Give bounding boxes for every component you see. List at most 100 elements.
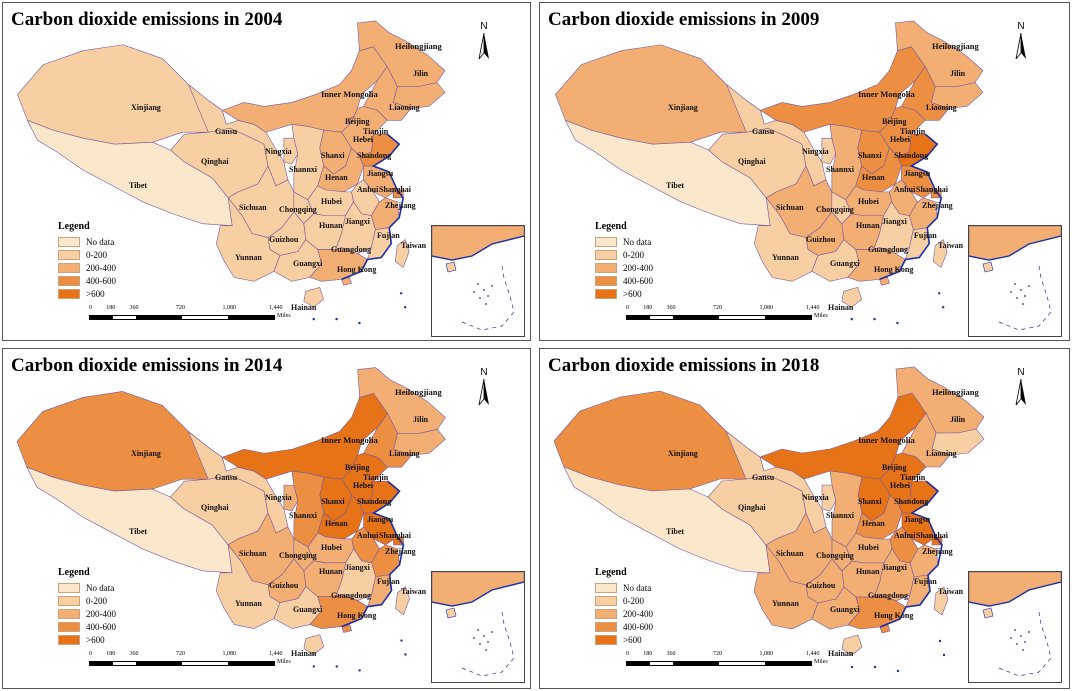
scale-segment <box>719 316 765 319</box>
province-label: Fujian <box>914 577 937 586</box>
province-label: Chongqing <box>816 205 854 214</box>
legend-label: >600 <box>86 634 105 645</box>
scale-tick-label: 720 <box>176 651 185 657</box>
province-label: Taiwan <box>938 587 964 596</box>
province-label: Henan <box>862 173 885 182</box>
province-label: Sichuan <box>239 203 267 212</box>
island-mark <box>312 317 315 321</box>
scale-segment <box>90 316 113 319</box>
province-yunnan <box>753 196 819 282</box>
province-label: Qinghai <box>738 503 766 512</box>
province-label: Tibet <box>666 527 685 536</box>
province-label: Shannxi <box>289 511 318 520</box>
north-label: N <box>480 367 488 378</box>
province-label: Shanghai <box>916 185 949 194</box>
inset-map <box>969 572 1061 677</box>
north-label: N <box>1017 367 1025 378</box>
province-label: Tibet <box>129 181 148 190</box>
coastline <box>341 133 405 281</box>
legend-label: No data <box>86 582 115 593</box>
province-label: Liaoning <box>389 103 420 112</box>
legend-item: 0-200 <box>58 248 116 261</box>
province-label: Chongqing <box>279 205 317 214</box>
province-label: Zhejiang <box>385 547 416 556</box>
province-label: Jiangxi <box>882 563 907 572</box>
province-label: Taiwan <box>938 241 964 250</box>
province-label: Xinjiang <box>668 103 698 112</box>
scale-tick-label: 1,440 <box>806 305 820 311</box>
legend-label: 400-600 <box>623 275 653 286</box>
scale-segment <box>673 662 719 665</box>
scale-segment <box>650 662 673 665</box>
scale-tick-label: 720 <box>176 305 185 311</box>
legend-title: Legend <box>58 221 90 232</box>
scale-track <box>626 661 812 666</box>
south-china-sea-inset <box>968 225 1062 337</box>
legend-swatch <box>58 595 80 606</box>
province-label: Hebei <box>353 481 373 490</box>
province-label: Shandong <box>894 497 929 506</box>
province-hainan <box>841 634 863 656</box>
scale-segment <box>113 316 136 319</box>
province-label: Guizhou <box>806 581 836 590</box>
province-label: Shannxi <box>289 165 318 174</box>
scale-tick-label: 1,440 <box>269 651 283 657</box>
legend-label: 400-600 <box>86 275 116 286</box>
legend-item: No data <box>58 235 116 248</box>
legend-item: 200-400 <box>595 261 653 274</box>
legend-item: No data <box>595 235 653 248</box>
legend-swatch <box>58 608 80 619</box>
scale-bar: 0 180 360 720 1,080 1,440 Miles <box>89 305 329 329</box>
legend-item: No data <box>595 581 653 594</box>
province-label: Heilongjiang <box>932 41 979 51</box>
province-label: Guizhou <box>269 581 299 590</box>
island-mark <box>358 669 361 672</box>
province-label: Liaoning <box>389 449 420 458</box>
scale-unit: Miles <box>814 659 828 665</box>
province-label: Qinghai <box>201 503 229 512</box>
island-mark <box>403 306 407 309</box>
map-panel: Xinjiang Tibet Qinghai Gansu Inner Mongolia H… <box>539 2 1070 341</box>
province-ningxia <box>283 137 299 165</box>
coastline <box>879 480 943 628</box>
province-label: Ningxia <box>265 147 292 156</box>
legend-label: 400-600 <box>623 621 653 632</box>
legend-swatch <box>58 288 80 299</box>
scale-segment <box>627 662 650 665</box>
province-label: Hong Kong <box>874 611 914 620</box>
province-label: Hubei <box>858 197 879 206</box>
province-label: Shannxi <box>826 165 855 174</box>
province-label: Shanghai <box>379 531 412 540</box>
province-label: Tianjin <box>363 473 389 482</box>
province-label: Hubei <box>321 543 342 552</box>
legend: Legend No data 0-200 200-400 400-600 >600 <box>595 221 653 300</box>
island-mark <box>941 306 945 309</box>
scale-tick-label: 1,080 <box>222 651 237 657</box>
province-label: Liaoning <box>926 103 957 112</box>
province-label: Beijing <box>345 117 370 126</box>
province-yunnan <box>215 196 281 282</box>
province-label: Shanxi <box>321 497 345 506</box>
province-ningxia <box>821 484 837 512</box>
south-china-sea-inset <box>431 571 525 683</box>
north-label: N <box>480 21 488 32</box>
island-mark <box>312 665 316 668</box>
legend-item: 400-600 <box>58 620 116 633</box>
legend-swatch <box>595 608 617 619</box>
legend-label: No data <box>623 236 652 247</box>
province-label: Yunnan <box>235 253 262 262</box>
scale-unit: Miles <box>814 313 828 319</box>
province-label: Inner Mongolia <box>858 435 915 445</box>
province-label: Tibet <box>666 181 685 190</box>
island-mark <box>873 665 877 669</box>
province-innermongolia <box>221 46 388 133</box>
scale-segment <box>90 662 113 665</box>
north-arrow-icon <box>1015 32 1026 60</box>
province-label: Tianjin <box>900 473 926 482</box>
inset-map <box>432 572 524 677</box>
province-hainan <box>303 634 325 655</box>
map-title: Carbon dioxide emissions in 2018 <box>548 355 820 376</box>
legend-swatch <box>58 634 80 645</box>
scale-tick-label: 180 <box>643 651 653 657</box>
province-label: Hainan <box>828 649 854 658</box>
